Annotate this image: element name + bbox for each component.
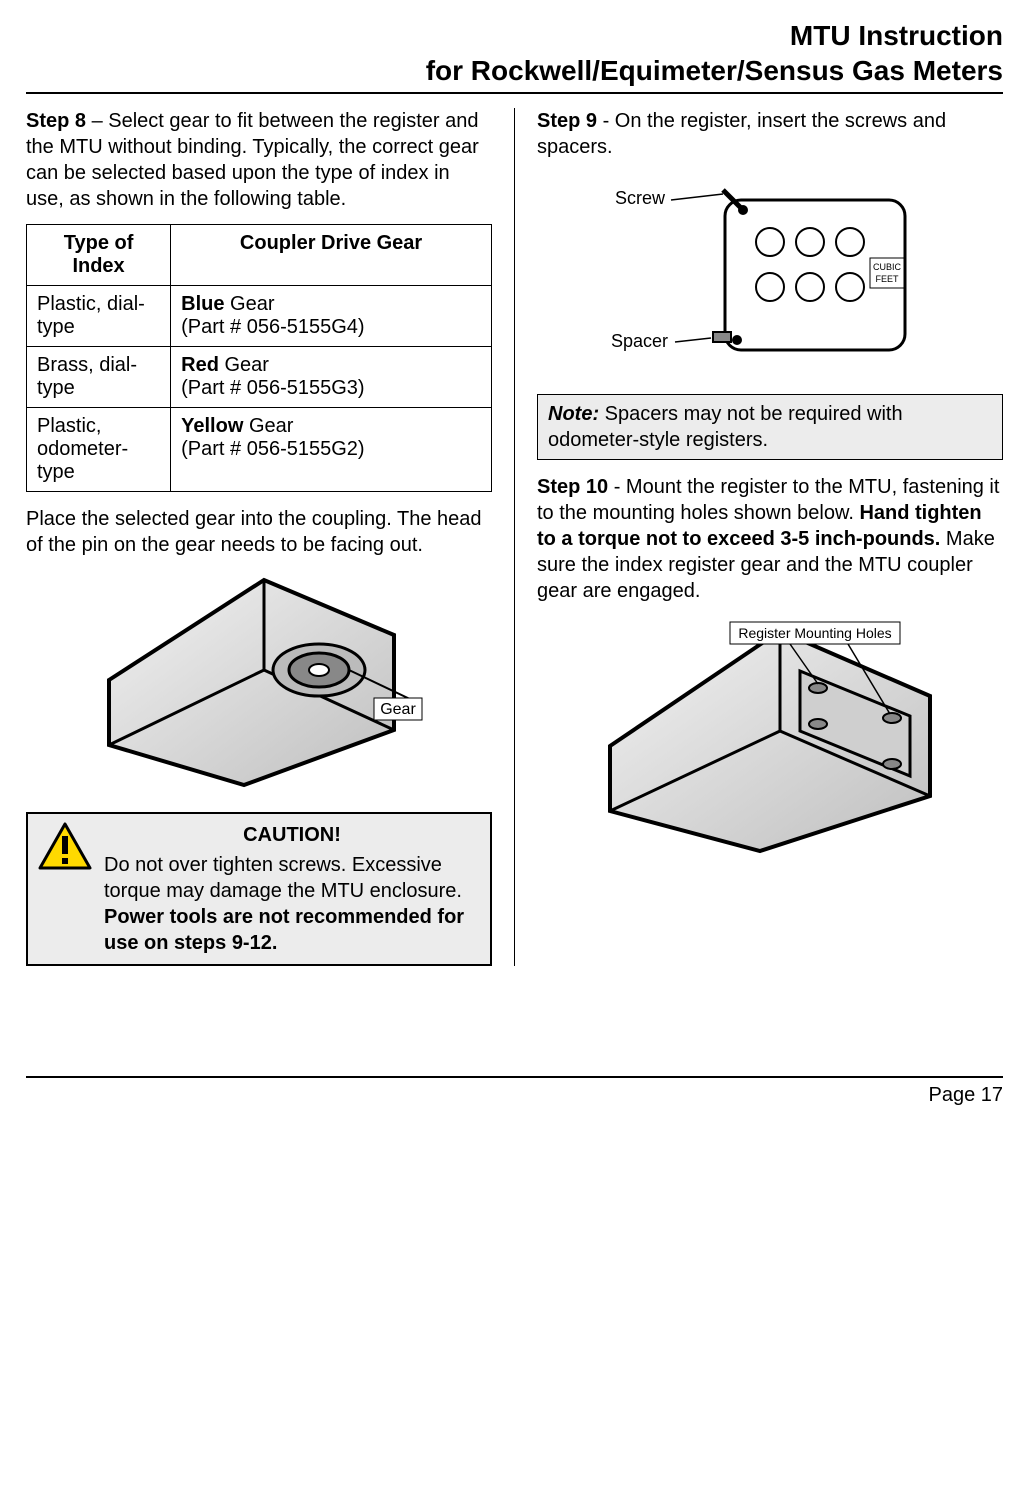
gear-part: (Part # 056-5155G4) (181, 316, 364, 338)
note-box: Note: Spacers may not be required with o… (537, 394, 1003, 460)
cell-gear: Red Gear (Part # 056-5155G3) (171, 347, 492, 408)
coupler-gear-table: Type of Index Coupler Drive Gear Plastic… (26, 224, 492, 492)
table-row: Brass, dial-type Red Gear (Part # 056-51… (27, 347, 492, 408)
cell-index: Plastic, odometer-type (27, 408, 171, 492)
step10-paragraph: Step 10 - Mount the register to the MTU,… (537, 474, 1003, 604)
page-footer: Page 17 (26, 1076, 1003, 1107)
note-label: Note: (548, 403, 599, 425)
gear-callout-label: Gear (380, 701, 416, 718)
step10-label: Step 10 (537, 476, 608, 498)
gear-color: Red (181, 354, 219, 376)
cell-index: Brass, dial-type (27, 347, 171, 408)
gear-color: Blue (181, 293, 224, 315)
right-column: Step 9 - On the register, insert the scr… (515, 108, 1003, 966)
screw-callout: Screw (615, 188, 666, 208)
th-gear: Coupler Drive Gear (171, 225, 492, 286)
table-row: Plastic, dial-type Blue Gear (Part # 056… (27, 286, 492, 347)
two-column-layout: Step 8 – Select gear to fit between the … (26, 108, 1003, 966)
gear-word: Gear (224, 293, 274, 315)
step8-text: – Select gear to fit between the registe… (26, 110, 479, 210)
step8-label: Step 8 (26, 110, 86, 132)
cell-gear: Yellow Gear (Part # 056-5155G2) (171, 408, 492, 492)
caution-title: CAUTION! (104, 822, 480, 848)
gear-color: Yellow (181, 415, 243, 437)
page-header: MTU Instruction for Rockwell/Equimeter/S… (26, 18, 1003, 94)
figure-gear: Gear (26, 570, 492, 790)
warning-icon (38, 822, 92, 870)
spacer-callout: Spacer (611, 331, 668, 351)
step9-text: - On the register, insert the screws and… (537, 110, 946, 158)
left-column: Step 8 – Select gear to fit between the … (26, 108, 515, 966)
step9-label: Step 9 (537, 110, 597, 132)
figure-register-screws: CUBIC FEET Screw Spacer (537, 172, 1003, 372)
step9-paragraph: Step 9 - On the register, insert the scr… (537, 108, 1003, 160)
page-number: Page 17 (928, 1084, 1003, 1106)
gear-part: (Part # 056-5155G2) (181, 438, 364, 460)
caution-box: CAUTION! Do not over tighten screws. Exc… (26, 812, 492, 966)
figure-mounting-holes: Register Mounting Holes (537, 616, 1003, 856)
note-text: Spacers may not be required with odomete… (548, 403, 903, 451)
badge-line2: FEET (875, 274, 899, 284)
gear-word: Gear (219, 354, 269, 376)
gear-device-illustration: Gear (94, 570, 424, 790)
th-index: Type of Index (27, 225, 171, 286)
header-line2: for Rockwell/Equimeter/Sensus Gas Meters (426, 55, 1003, 86)
cell-gear: Blue Gear (Part # 056-5155G4) (171, 286, 492, 347)
badge-line1: CUBIC (873, 262, 902, 272)
step8-paragraph: Step 8 – Select gear to fit between the … (26, 108, 492, 212)
caution-body-bold: Power tools are not recommended for use … (104, 906, 464, 954)
after-table-paragraph: Place the selected gear into the couplin… (26, 506, 492, 558)
header-line1: MTU Instruction (790, 20, 1003, 51)
table-header-row: Type of Index Coupler Drive Gear (27, 225, 492, 286)
caution-text-block: CAUTION! Do not over tighten screws. Exc… (104, 822, 480, 956)
gear-word: Gear (243, 415, 293, 437)
cell-index: Plastic, dial-type (27, 286, 171, 347)
mtu-mount-illustration: Register Mounting Holes (590, 616, 950, 856)
register-illustration: CUBIC FEET Screw Spacer (605, 172, 935, 372)
mounting-holes-callout: Register Mounting Holes (738, 625, 891, 641)
gear-part: (Part # 056-5155G3) (181, 377, 364, 399)
caution-body: Do not over tighten screws. Excessive to… (104, 854, 462, 902)
table-row: Plastic, odometer-type Yellow Gear (Part… (27, 408, 492, 492)
